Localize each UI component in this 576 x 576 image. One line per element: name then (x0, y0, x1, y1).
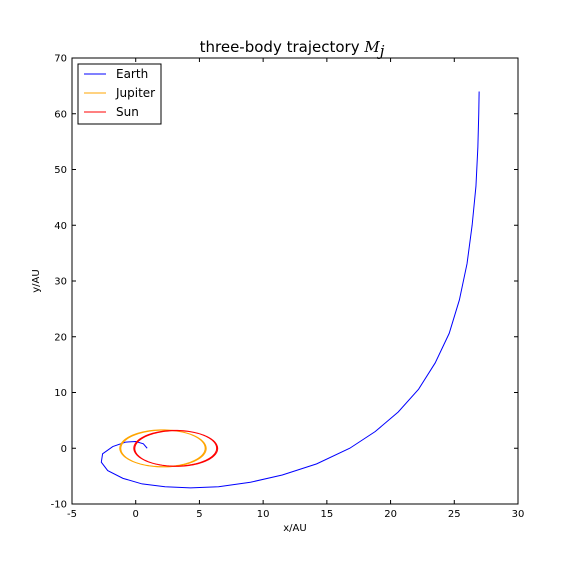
y-tick-label: 0 (61, 444, 67, 455)
x-tick-label: 25 (448, 509, 461, 520)
series-line-sun (133, 429, 219, 467)
y-tick-label: 20 (54, 332, 67, 343)
x-tick-label: 30 (512, 509, 525, 520)
chart-title-math: M (363, 38, 380, 56)
y-axis-label: y/AU (31, 269, 42, 292)
y-tick-label: 10 (54, 388, 67, 399)
x-tick-label: 10 (257, 509, 270, 520)
x-tick-label: 0 (133, 509, 139, 520)
series-line-earth (100, 91, 480, 489)
legend-label-jupiter: Jupiter (115, 86, 155, 100)
x-tick-label: 5 (196, 509, 202, 520)
series-layer (100, 91, 480, 489)
x-tick-label: -5 (67, 509, 77, 520)
plot-frame (71, 57, 519, 505)
y-tick-label: 50 (54, 165, 67, 176)
chart-title-math-sub: j (377, 42, 385, 60)
y-tick-label: 70 (54, 54, 67, 65)
legend-label-earth: Earth (116, 67, 148, 81)
legend-label-sun: Sun (116, 105, 139, 119)
x-axis-label: x/AU (283, 523, 306, 534)
y-tick-label: 30 (54, 277, 67, 288)
x-tick-label: 15 (320, 509, 333, 520)
chart-title-text: three-body trajectory (200, 38, 365, 56)
legend: Earth Jupiter Sun (77, 63, 162, 125)
y-tick-label: 60 (54, 109, 67, 120)
tick-layer: -5 0 5 10 15 20 25 30 -10 0 10 20 30 40 50 60 70 (51, 54, 525, 521)
x-tick-label: 20 (384, 509, 397, 520)
series-line-jupiter (119, 429, 207, 468)
chart-title: three-body trajectory Mj (200, 38, 385, 60)
y-tick-label: 40 (54, 221, 67, 232)
y-tick-label: -10 (51, 500, 67, 511)
